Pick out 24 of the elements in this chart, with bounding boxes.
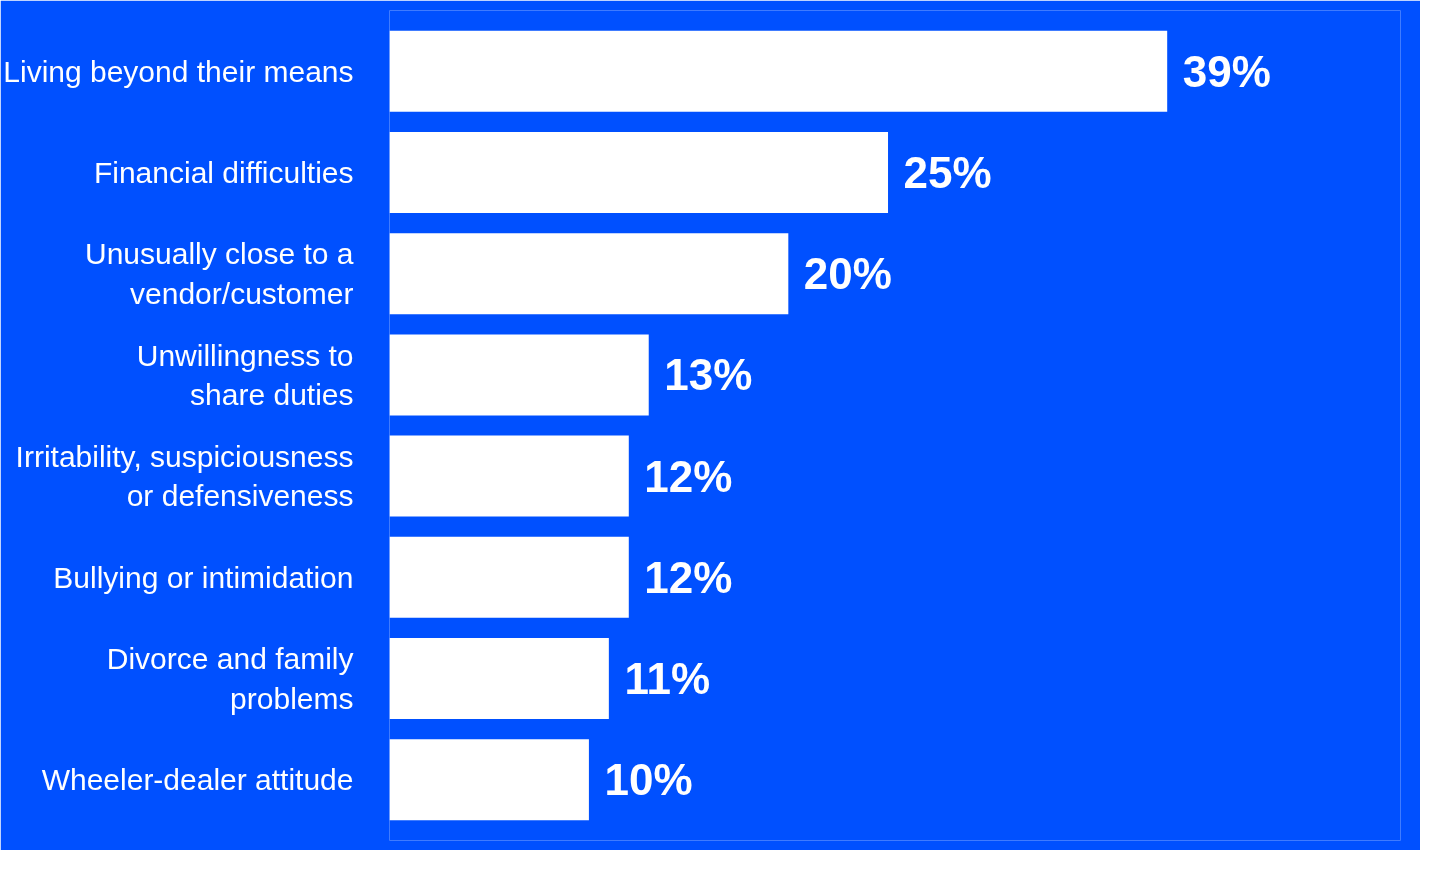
y-tick-label: Financial difficulties: [93, 155, 354, 189]
data-label: 20%: [803, 249, 892, 299]
bar: [389, 334, 649, 416]
data-label: 13%: [664, 350, 753, 400]
data-label: 39%: [1182, 46, 1271, 96]
bar: [389, 30, 1168, 112]
y-tick-label: Unwillingness to share duties: [136, 338, 354, 412]
y-tick-label: Bullying or intimidation: [53, 560, 354, 594]
bar: [389, 739, 589, 821]
data-label: 11%: [624, 654, 711, 704]
bar: [389, 131, 889, 213]
y-tick-label: Living beyond their means: [3, 54, 354, 88]
y-tick-label: Unusually close to a vendor/customer: [85, 237, 354, 310]
data-label: 12%: [644, 552, 733, 602]
data-label: 10%: [604, 755, 693, 805]
bar: [389, 638, 609, 720]
data-label: 25%: [903, 147, 992, 197]
y-tick-label: Divorce and family problems: [106, 642, 354, 715]
y-tick-label: Irritability, suspiciousness or defensiveness: [15, 439, 354, 513]
bar: [389, 233, 789, 315]
bar: [389, 435, 629, 517]
bar: [389, 536, 629, 618]
y-tick-label: Wheeler-dealer attitude: [41, 763, 354, 797]
data-label: 12%: [644, 451, 733, 501]
